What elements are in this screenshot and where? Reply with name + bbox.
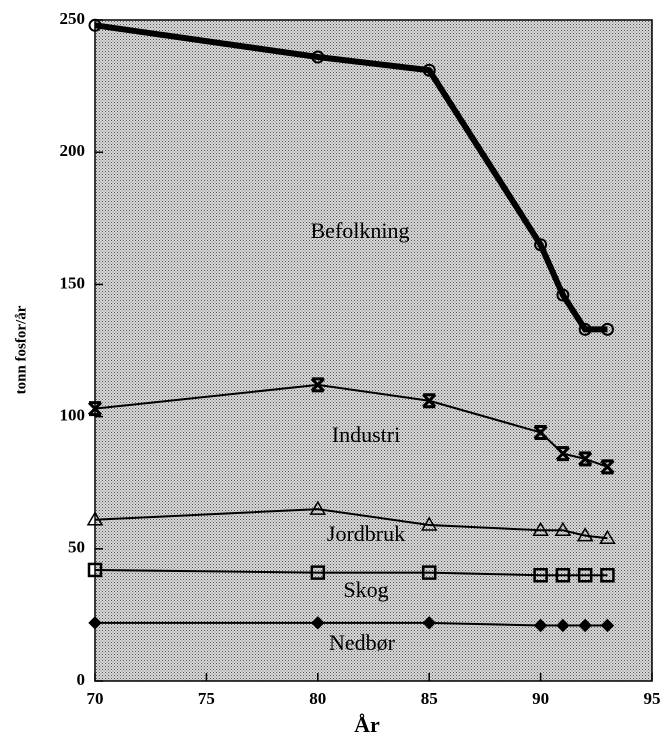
marker xyxy=(555,567,571,583)
x-tick-label: 70 xyxy=(87,689,104,708)
marker xyxy=(533,424,548,440)
y-tick-label: 50 xyxy=(68,538,85,557)
series-label: Befolkning xyxy=(311,218,410,243)
y-tick-label: 250 xyxy=(60,9,86,28)
marker xyxy=(88,18,102,32)
y-tick-label: 200 xyxy=(60,141,86,160)
marker xyxy=(311,50,325,64)
y-axis-title: tonn fosfor/år xyxy=(13,305,29,394)
series-line xyxy=(94,508,608,540)
marker xyxy=(311,616,325,630)
series-label: Jordbruk xyxy=(327,521,405,546)
series-label: Industri xyxy=(332,422,400,447)
series-line xyxy=(94,22,608,333)
marker xyxy=(600,322,614,336)
marker xyxy=(86,511,104,526)
marker xyxy=(422,616,436,630)
marker xyxy=(600,618,615,633)
y-tick-label: 100 xyxy=(60,406,86,425)
x-axis-title: År xyxy=(354,712,380,737)
marker xyxy=(578,618,592,633)
x-tick-label: 85 xyxy=(421,689,438,708)
marker xyxy=(533,618,548,633)
marker xyxy=(600,459,615,475)
marker xyxy=(578,451,593,467)
y-tick-label: 0 xyxy=(77,670,86,689)
marker xyxy=(310,565,326,580)
marker xyxy=(422,63,436,77)
marker xyxy=(576,527,594,542)
marker xyxy=(422,393,437,409)
marker xyxy=(533,567,548,583)
marker xyxy=(556,618,570,633)
marker xyxy=(310,377,325,393)
marker xyxy=(309,500,327,515)
marker xyxy=(532,521,549,537)
series-line xyxy=(94,568,608,577)
marker xyxy=(600,567,615,583)
series-label: Nedbør xyxy=(329,630,396,655)
x-tick-label: 80 xyxy=(309,689,326,708)
marker xyxy=(556,288,570,302)
marker xyxy=(599,529,616,544)
series-label: Skog xyxy=(343,577,388,602)
x-tick-label: 95 xyxy=(644,689,661,708)
marker xyxy=(534,238,548,252)
marker xyxy=(577,567,593,583)
marker xyxy=(554,521,572,537)
marker xyxy=(578,322,592,336)
x-tick-label: 75 xyxy=(198,689,215,708)
marker xyxy=(88,616,102,630)
marker xyxy=(87,401,103,417)
marker xyxy=(421,565,437,580)
marker xyxy=(420,516,438,531)
y-tick-label: 150 xyxy=(60,273,86,292)
x-tick-label: 90 xyxy=(532,689,549,708)
marker xyxy=(87,562,103,578)
marker xyxy=(555,446,570,462)
